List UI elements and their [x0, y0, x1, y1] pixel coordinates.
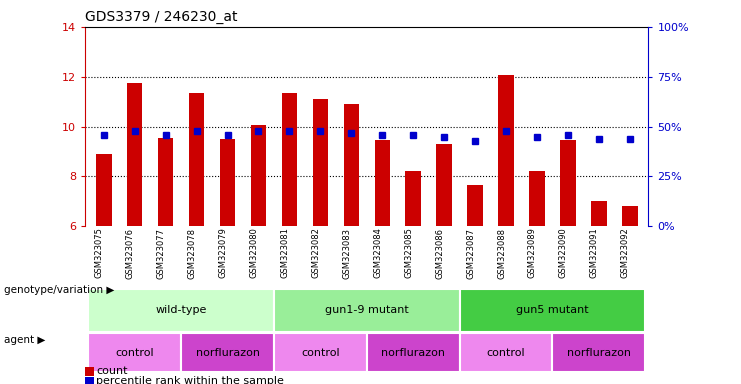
Bar — [344, 104, 359, 226]
Bar — [189, 93, 205, 226]
Text: percentile rank within the sample: percentile rank within the sample — [96, 376, 285, 384]
Text: gun1-9 mutant: gun1-9 mutant — [325, 305, 409, 315]
Bar — [250, 125, 266, 226]
Text: GSM323080: GSM323080 — [250, 227, 259, 278]
Text: GSM323077: GSM323077 — [156, 227, 166, 278]
Text: wild-type: wild-type — [156, 305, 207, 315]
Text: GSM323082: GSM323082 — [311, 227, 320, 278]
Bar — [405, 171, 421, 226]
Bar — [367, 333, 459, 372]
Bar — [88, 289, 274, 332]
Text: GSM323090: GSM323090 — [559, 227, 568, 278]
Bar — [459, 289, 645, 332]
Text: GSM323088: GSM323088 — [497, 227, 506, 278]
Text: GSM323084: GSM323084 — [373, 227, 382, 278]
Bar — [88, 333, 181, 372]
Bar — [313, 99, 328, 226]
Text: genotype/variation ▶: genotype/variation ▶ — [4, 285, 114, 295]
Bar — [282, 93, 297, 226]
Text: GSM323086: GSM323086 — [435, 227, 444, 278]
Bar — [591, 201, 607, 226]
Bar — [498, 76, 514, 226]
Bar — [459, 333, 553, 372]
Bar — [622, 206, 637, 226]
Bar — [127, 83, 142, 226]
Bar — [96, 154, 111, 226]
Text: gun5 mutant: gun5 mutant — [516, 305, 589, 315]
Text: GDS3379 / 246230_at: GDS3379 / 246230_at — [85, 10, 238, 25]
Text: control: control — [487, 348, 525, 358]
Text: GSM323081: GSM323081 — [280, 227, 290, 278]
Text: control: control — [116, 348, 154, 358]
Bar — [468, 185, 483, 226]
Text: count: count — [96, 366, 128, 376]
Bar — [553, 333, 645, 372]
Text: GSM323079: GSM323079 — [219, 227, 227, 278]
Text: GSM323083: GSM323083 — [342, 227, 351, 278]
Bar — [274, 333, 367, 372]
Text: GSM323076: GSM323076 — [126, 227, 135, 278]
Text: GSM323091: GSM323091 — [590, 227, 599, 278]
Text: agent ▶: agent ▶ — [4, 335, 45, 345]
Text: GSM323085: GSM323085 — [404, 227, 413, 278]
Text: norflurazon: norflurazon — [381, 348, 445, 358]
Text: GSM323078: GSM323078 — [187, 227, 196, 278]
Text: GSM323089: GSM323089 — [528, 227, 537, 278]
Bar — [274, 289, 459, 332]
Bar — [529, 171, 545, 226]
Bar — [374, 140, 390, 226]
Text: control: control — [301, 348, 339, 358]
Text: GSM323075: GSM323075 — [95, 227, 104, 278]
Bar — [181, 333, 274, 372]
Bar — [220, 139, 236, 226]
Text: norflurazon: norflurazon — [567, 348, 631, 358]
Text: GSM323087: GSM323087 — [466, 227, 475, 278]
Text: norflurazon: norflurazon — [196, 348, 259, 358]
Text: GSM323092: GSM323092 — [621, 227, 630, 278]
Bar — [436, 144, 452, 226]
Bar — [560, 140, 576, 226]
Bar — [158, 138, 173, 226]
